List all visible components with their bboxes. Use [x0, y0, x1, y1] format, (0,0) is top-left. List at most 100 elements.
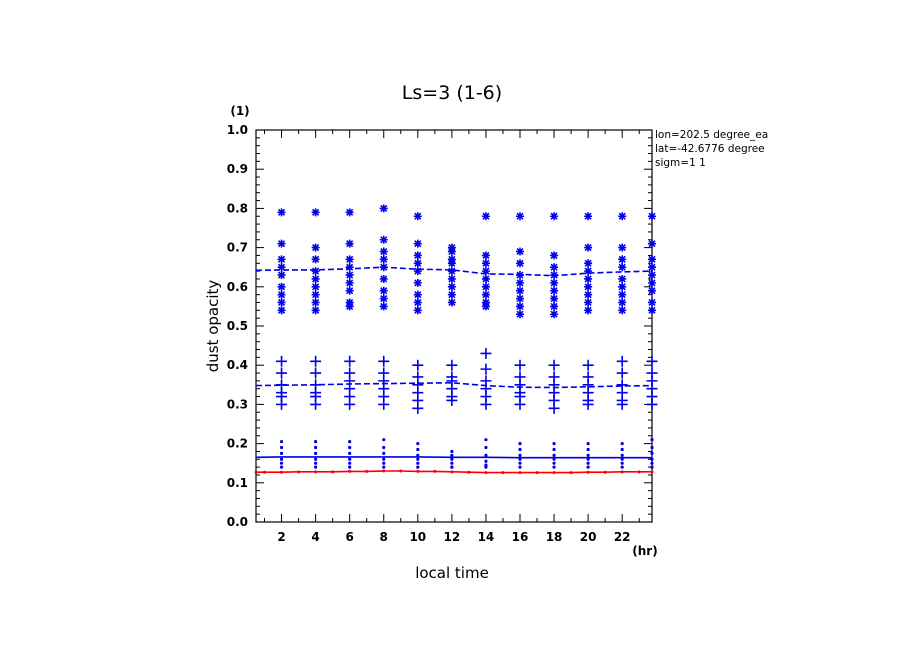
- dot-point: [518, 453, 522, 457]
- star-point: [311, 243, 320, 252]
- plus-point: [548, 359, 560, 371]
- dot-point: [650, 445, 654, 450]
- dot-point: [450, 449, 454, 454]
- dot-point: [450, 453, 454, 457]
- x-tick-label: 10: [409, 530, 426, 544]
- dot-point: [620, 447, 624, 452]
- star-point: [413, 212, 422, 221]
- star-point: [584, 212, 593, 221]
- dot-point: [348, 461, 352, 465]
- star-point: [345, 255, 354, 264]
- star-point: [379, 204, 388, 213]
- mean-line: [255, 456, 652, 459]
- dot-point: [620, 442, 624, 446]
- star-point: [277, 306, 286, 315]
- plus-point: [344, 398, 356, 410]
- dot-point: [484, 465, 488, 469]
- star-point: [379, 274, 388, 283]
- star-point: [516, 294, 524, 303]
- star-point: [379, 247, 388, 256]
- star-point: [618, 255, 627, 264]
- red-line-point: [399, 469, 403, 473]
- dot-point: [314, 440, 318, 444]
- x-tick-label: 22: [614, 530, 631, 544]
- star-point: [481, 251, 490, 260]
- red-line-point: [552, 471, 556, 475]
- plus-point: [548, 402, 560, 414]
- dot-point: [314, 451, 318, 455]
- y-tick-label: 0.4: [227, 358, 248, 372]
- x-tick-label: 12: [444, 530, 461, 544]
- dot-point: [552, 453, 556, 457]
- red-line-point: [637, 470, 641, 474]
- red-line-point: [484, 471, 488, 475]
- dot-point: [518, 447, 522, 452]
- plus-point: [446, 394, 458, 406]
- x-tick-label: 4: [311, 530, 319, 544]
- red-line-point: [314, 470, 318, 474]
- x-tick-label: 6: [345, 530, 353, 544]
- star-point: [516, 286, 524, 295]
- star-point: [648, 263, 656, 272]
- red-line-point: [620, 470, 624, 474]
- dot-point: [518, 461, 522, 465]
- annotation-lat: lat=-42.6776 degree: [655, 143, 765, 155]
- red-line-point: [535, 471, 539, 475]
- red-line-point: [450, 470, 454, 474]
- x-tick-label: 14: [478, 530, 495, 544]
- star-point: [345, 208, 354, 217]
- star-point: [516, 212, 524, 221]
- dot-point: [586, 461, 590, 465]
- star-point: [516, 259, 524, 268]
- red-line-point: [254, 470, 258, 474]
- star-point: [481, 274, 490, 283]
- star-point: [413, 306, 422, 315]
- star-point: [447, 267, 456, 276]
- x-tick-label: 18: [546, 530, 563, 544]
- plus-point: [378, 355, 390, 367]
- dot-point: [382, 461, 386, 465]
- star-point: [550, 302, 559, 311]
- dot-point: [586, 442, 590, 446]
- dot-point: [348, 457, 352, 461]
- star-point: [481, 267, 490, 276]
- star-point: [277, 282, 286, 291]
- dot-point: [484, 445, 488, 450]
- star-point: [413, 239, 422, 248]
- mean-line: [255, 266, 653, 277]
- dot-point: [586, 453, 590, 457]
- star-point: [379, 255, 388, 264]
- dot-point: [348, 445, 352, 450]
- y-tick-label: 0.6: [227, 280, 248, 294]
- star-point: [481, 282, 490, 291]
- red-line-point: [331, 470, 335, 474]
- dot-point: [416, 457, 420, 461]
- star-point: [516, 278, 524, 287]
- red-line-point: [467, 470, 471, 474]
- star-point: [277, 255, 286, 264]
- plus-point: [378, 398, 390, 410]
- plus-point: [276, 398, 288, 410]
- dot-point: [620, 465, 624, 469]
- dot-point: [484, 438, 488, 442]
- y-tick-label: 0.3: [227, 397, 248, 411]
- star-point: [550, 310, 559, 319]
- dot-point: [416, 461, 420, 465]
- y-tick-label: 1.0: [227, 123, 248, 137]
- y-tick-label: 0.9: [227, 162, 248, 176]
- star-point: [413, 259, 422, 268]
- dot-point: [650, 461, 654, 465]
- star-point: [277, 239, 286, 248]
- dot-point: [450, 465, 454, 469]
- star-point: [447, 274, 456, 283]
- star-point: [447, 298, 456, 307]
- plus-point: [616, 367, 628, 379]
- x-tick-label: 16: [512, 530, 529, 544]
- red-line-point: [603, 470, 607, 474]
- red-line-point: [382, 469, 386, 473]
- dot-point: [552, 447, 556, 452]
- star-point: [584, 306, 593, 315]
- annotation-lon: lon=202.5 degree_ea: [655, 129, 768, 141]
- star-point: [379, 294, 388, 303]
